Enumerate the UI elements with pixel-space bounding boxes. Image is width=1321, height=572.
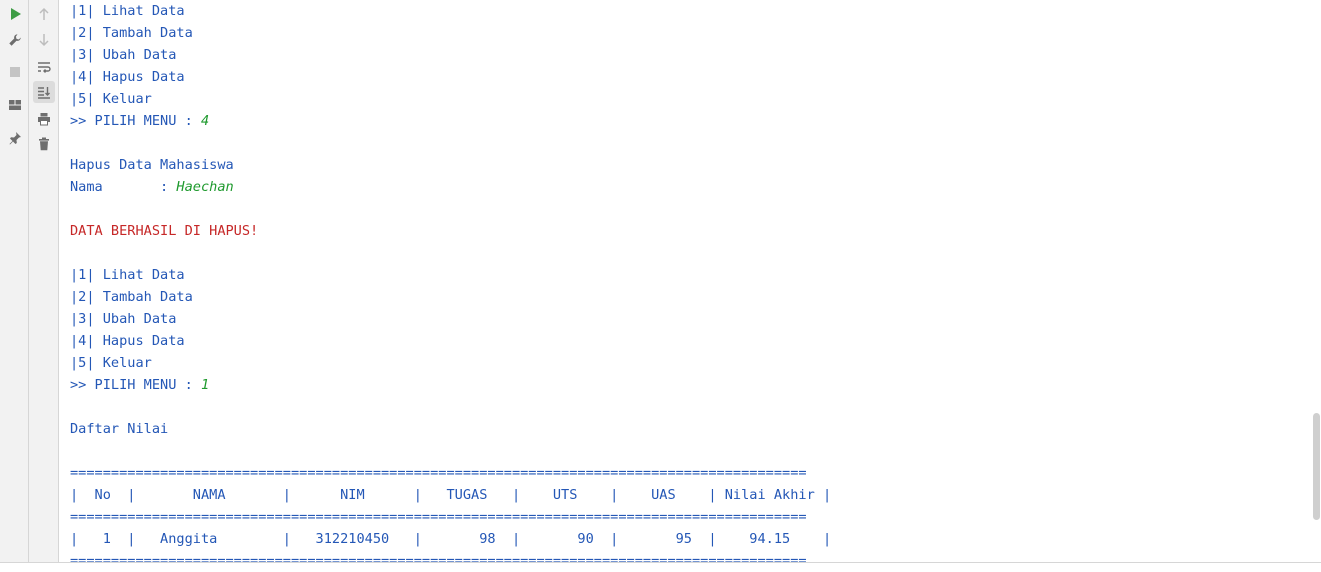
console-output[interactable]: |1| Lihat Data |2| Tambah Data |3| Ubah … — [70, 0, 1309, 569]
blank-line — [70, 242, 1309, 264]
menu-item: |2| Tambah Data — [70, 25, 193, 41]
menu-item: |2| Tambah Data — [70, 289, 193, 305]
print-button[interactable] — [33, 108, 55, 130]
menu-item: |3| Ubah Data — [70, 311, 177, 327]
menu-item: |3| Ubah Data — [70, 47, 177, 63]
blank-line — [70, 440, 1309, 462]
table-separator: ========================================… — [70, 509, 807, 525]
scrollbar-thumb[interactable] — [1313, 413, 1320, 520]
blank-line — [70, 396, 1309, 418]
run-icon — [11, 8, 21, 20]
nama-label: Nama : — [70, 179, 177, 195]
print-icon — [38, 113, 50, 126]
section-heading: Hapus Data Mahasiswa — [70, 157, 234, 173]
menu-item: |4| Hapus Data — [70, 69, 185, 85]
rerun-button[interactable] — [4, 3, 26, 25]
layout-icon — [9, 100, 21, 110]
scroll-to-end-icon — [38, 87, 50, 99]
arrow-down-icon — [39, 34, 49, 47]
menu-item: |5| Keluar — [70, 91, 152, 107]
table-header: | No | NAMA | NIM | TUGAS | UTS | UAS | … — [70, 487, 832, 503]
nama-prompt-line: Nama : Haechan — [70, 176, 1309, 198]
blank-line — [70, 132, 1309, 154]
menu-item: |1| Lihat Data — [70, 267, 185, 283]
run-toolbar — [0, 0, 29, 563]
menu-item: |4| Hapus Data — [70, 333, 185, 349]
table-row: | 1 | Anggita | 312210450 | 98 | 90 | 95… — [70, 531, 832, 547]
blank-line — [70, 198, 1309, 220]
pin-tab-button[interactable] — [4, 127, 26, 149]
layout-button[interactable] — [4, 94, 26, 116]
menu-prompt: >> PILIH MENU : — [70, 377, 201, 393]
settings-button[interactable] — [4, 29, 26, 51]
menu-prompt: >> PILIH MENU : — [70, 113, 201, 129]
error-message: DATA BERHASIL DI HAPUS! — [70, 223, 259, 239]
clear-all-button[interactable] — [33, 133, 55, 155]
wrench-icon — [9, 34, 21, 46]
pin-icon — [9, 132, 21, 145]
table-separator: ========================================… — [70, 465, 807, 481]
scroll-to-end-button[interactable] — [33, 81, 55, 103]
user-input: 1 — [200, 377, 210, 393]
arrow-up-icon — [39, 7, 49, 20]
menu-item: |1| Lihat Data — [70, 3, 185, 19]
menu-item: |5| Keluar — [70, 355, 152, 371]
next-occurrence-button[interactable] — [33, 29, 55, 51]
menu-prompt-line: >> PILIH MENU : 1 — [70, 374, 1309, 396]
soft-wrap-button[interactable] — [33, 56, 55, 78]
table-separator: ========================================… — [70, 553, 807, 569]
menu-prompt-line: >> PILIH MENU : 4 — [70, 110, 1309, 132]
user-input: 4 — [200, 113, 210, 129]
previous-occurrence-button[interactable] — [33, 3, 55, 25]
stop-button[interactable] — [4, 61, 26, 83]
soft-wrap-icon — [38, 62, 51, 73]
vertical-scrollbar[interactable] — [1311, 0, 1321, 563]
console-toolbar — [29, 0, 59, 563]
trash-icon — [39, 137, 49, 151]
user-input: Haechan — [176, 179, 234, 195]
section-heading: Daftar Nilai — [70, 421, 169, 437]
stop-icon — [10, 67, 20, 77]
